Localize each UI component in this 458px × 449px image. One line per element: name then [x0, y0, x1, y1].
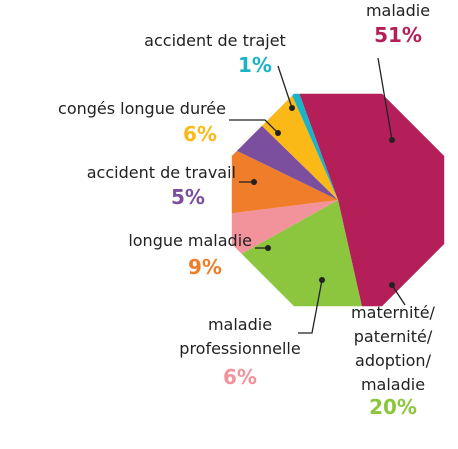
slice-label: maladie — [366, 1, 430, 20]
leader-line — [377, 57, 393, 141]
leader-dot — [289, 105, 295, 111]
slice-value-label: 6% — [183, 122, 217, 146]
slice-label: maladie professionnelle — [179, 315, 300, 358]
leader-dot — [265, 245, 271, 251]
slice-value-label: 20% — [369, 395, 417, 419]
pie-slice — [231, 200, 338, 283]
leader-dot — [275, 130, 281, 136]
slice-value-label: 5% — [171, 185, 205, 209]
pie-slice — [231, 125, 338, 222]
pie-slice — [279, 93, 445, 307]
pie — [231, 93, 445, 307]
slice-value-label: 1% — [238, 53, 272, 77]
slice-label: accident de travail — [87, 163, 236, 182]
pie-slice — [269, 93, 338, 200]
leader-line — [298, 279, 323, 334]
leader-line — [277, 65, 293, 109]
leader-dot — [389, 137, 395, 143]
slice-label: accident de trajet — [144, 31, 286, 50]
leader-dot — [389, 282, 395, 288]
slice-value-label: 51% — [374, 23, 422, 47]
leader-dot — [319, 277, 325, 283]
leader-line — [391, 284, 406, 306]
slice-label: congés longue durée — [58, 99, 226, 118]
leader-line — [229, 119, 279, 134]
pie-slice — [231, 93, 338, 200]
pie-slice — [231, 200, 376, 307]
slice-label: longue maladie — [128, 231, 252, 250]
slice-value-label: 6% — [223, 365, 257, 389]
slice-value-label: 9% — [188, 255, 222, 279]
slice-label: maternité/paternité/adoption/maladie — [351, 303, 436, 394]
pie-slice — [231, 93, 338, 200]
leader-dot — [251, 179, 257, 185]
